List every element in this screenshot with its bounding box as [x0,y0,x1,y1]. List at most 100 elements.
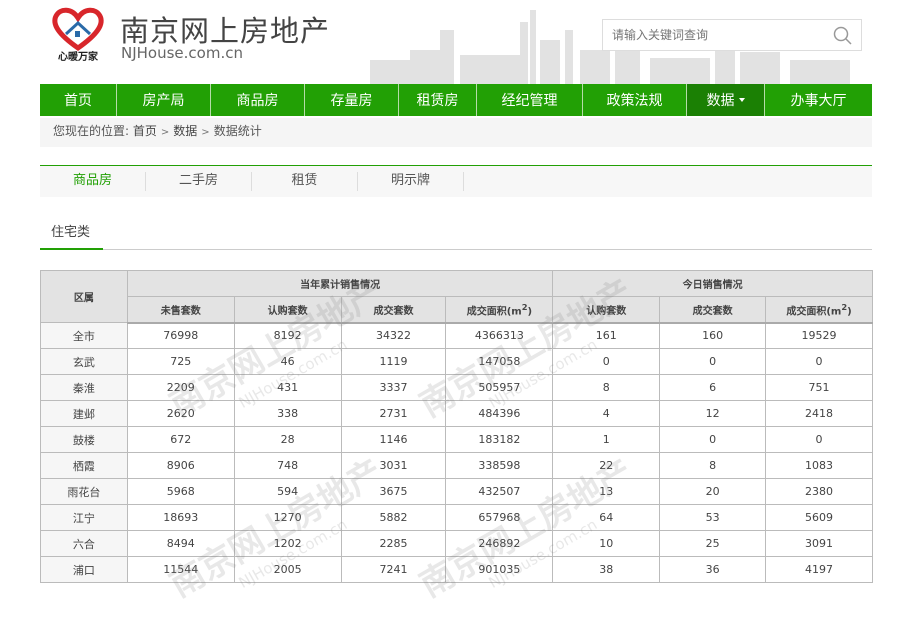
value-cell: 8 [552,374,661,401]
value-cell: 2005 [233,556,342,583]
column-header: 认购套数 [233,296,342,324]
value-cell: 161 [552,322,661,349]
value-cell: 657968 [445,504,554,531]
breadcrumb-home[interactable]: 首页 [132,124,157,138]
nav-home[interactable]: 首页 [40,84,117,116]
tab-residential[interactable]: 住宅类 [40,222,103,250]
value-cell: 22 [552,452,661,479]
value-cell: 1146 [340,426,447,453]
value-cell: 25 [659,530,767,557]
value-cell: 2731 [340,400,447,427]
breadcrumb-separator: > [160,127,170,138]
value-cell: 3675 [340,478,447,505]
value-cell: 183182 [445,426,554,453]
tab-rental[interactable]: 租赁 [252,172,358,191]
region-cell: 雨花台 [40,478,128,505]
value-cell: 3091 [765,530,873,557]
breadcrumb: 您现在的位置: 首页 > 数据 > 数据统计 [40,118,872,147]
column-header: 认购套数 [552,296,661,324]
sub-tabs: 商品房 二手房 租赁 明示牌 [40,165,872,197]
nav-policy[interactable]: 政策法规 [583,84,687,116]
value-cell: 5968 [126,478,235,505]
search-icon[interactable] [833,26,853,46]
header-year-cumulative: 当年累计销售情况 [126,270,554,297]
search-box [602,19,862,51]
column-header: 成交套数 [659,296,767,324]
value-cell: 53 [659,504,767,531]
site-domain: NJHouse.com.cn [121,44,243,62]
header-region: 区属 [40,270,128,323]
value-cell: 147058 [445,348,554,375]
value-cell: 2285 [340,530,447,557]
value-cell: 8192 [233,322,342,349]
tab-price-display[interactable]: 明示牌 [358,172,464,191]
svg-text:心暖万家: 心暖万家 [58,50,99,63]
region-cell: 建邺 [40,400,128,427]
value-cell: 338 [233,400,342,427]
nav-service-hall[interactable]: 办事大厅 [790,93,847,109]
value-cell: 2418 [765,400,873,427]
nav-housing-bureau[interactable]: 房产局 [117,84,211,116]
region-cell: 玄武 [40,348,128,375]
value-cell: 6 [659,374,767,401]
value-cell: 18693 [126,504,235,531]
superscript: 2 [841,301,848,312]
value-cell: 725 [126,348,235,375]
nav-resale[interactable]: 存量房 [305,84,399,116]
tab-second-hand[interactable]: 二手房 [146,172,252,191]
column-header-label: 成交面积(m [466,305,522,317]
value-cell: 4366313 [445,322,554,349]
column-header-label: 成交套数 [692,305,733,317]
value-cell: 1 [552,426,661,453]
column-header-label: 未售套数 [160,305,201,317]
region-cell: 鼓楼 [40,426,128,453]
breadcrumb-current: 数据统计 [213,124,262,138]
breadcrumb-prefix: 您现在的位置: [53,124,130,138]
category-tabs: 住宅类 [40,222,872,250]
nav-rental[interactable]: 租赁房 [399,84,477,116]
value-cell: 1119 [340,348,447,375]
caret-down-icon [738,98,745,102]
value-cell: 0 [765,426,873,453]
value-cell: 2380 [765,478,873,505]
tab-new-homes[interactable]: 商品房 [40,172,146,191]
value-cell: 28 [233,426,342,453]
value-cell: 8494 [126,530,235,557]
value-cell: 46 [233,348,342,375]
region-cell: 秦淮 [40,374,128,401]
breadcrumb-data[interactable]: 数据 [173,124,198,138]
value-cell: 3031 [340,452,447,479]
region-cell: 六合 [40,530,128,557]
value-cell: 5882 [340,504,447,531]
superscript: 2 [521,301,528,312]
value-cell: 3337 [340,374,447,401]
value-cell: 484396 [445,400,554,427]
site-header: 心暖万家 南京网上房地产 NJHouse.com.cn [0,0,906,84]
value-cell: 431 [233,374,342,401]
header-today: 今日销售情况 [552,270,873,297]
table-row: 江宁 18693 1270 5882 657968 64 53 5609 [40,504,873,531]
value-cell: 20 [659,478,767,505]
nav-new-homes[interactable]: 商品房 [211,84,305,116]
value-cell: 8906 [126,452,235,479]
value-cell: 8 [659,452,767,479]
value-cell: 594 [233,478,342,505]
nav-data[interactable]: 数据 [687,84,765,116]
table-row: 栖霞 8906 748 3031 338598 22 8 1083 [40,452,873,479]
table-row: 玄武 725 46 1119 147058 0 0 0 [40,348,873,375]
column-header: 成交套数 [340,296,447,324]
value-cell: 19529 [765,322,873,349]
value-cell: 505957 [445,374,554,401]
value-cell: 338598 [445,452,554,479]
nav-data-label: 数据 [706,93,735,109]
value-cell: 5609 [765,504,873,531]
value-cell: 2620 [126,400,235,427]
column-header-label: 成交面积(m [786,305,842,317]
search-input[interactable] [603,20,823,50]
nav-brokerage[interactable]: 经纪管理 [477,84,583,116]
table-row: 六合 8494 1202 2285 246892 10 25 3091 [40,530,873,557]
region-cell: 江宁 [40,504,128,531]
value-cell: 160 [659,322,767,349]
sales-table: 区属 当年累计销售情况 今日销售情况 未售套数 认购套数 成交套数 成交面积(m2) 认… [40,270,873,583]
value-cell: 7241 [340,556,447,583]
